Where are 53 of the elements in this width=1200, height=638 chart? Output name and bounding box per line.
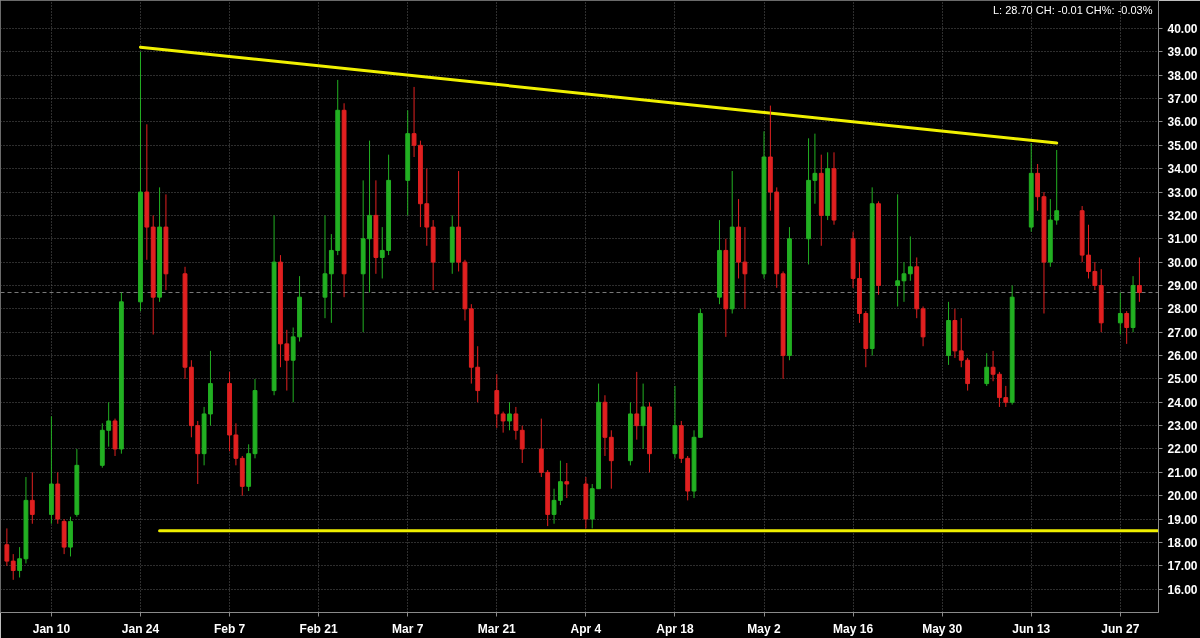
y-tick-label: 22.00 (1167, 442, 1198, 457)
candlestick (984, 352, 990, 387)
x-tick-label: Jan 24 (121, 621, 160, 636)
y-tick-label: 26.00 (1167, 349, 1198, 364)
x-tick-label: Jan 10 (32, 621, 71, 636)
y-tick-label: 28.00 (1167, 302, 1198, 317)
candlestick (907, 235, 913, 282)
y-tick-label: 18.00 (1167, 535, 1198, 550)
y-tick-label: 16.00 (1167, 582, 1198, 597)
candlestick (1124, 310, 1130, 345)
candlestick (322, 214, 328, 319)
candlestick (284, 329, 290, 392)
y-tick-label: 38.00 (1167, 68, 1198, 83)
y-tick-label: 25.00 (1167, 372, 1198, 387)
annotation: L: 28.70 CH: -0.01 CH%: -0.03% (992, 3, 1153, 16)
x-tick-label: Mar 21 (477, 621, 517, 636)
y-tick-label: 30.00 (1167, 255, 1198, 270)
y-tick-label: 29.00 (1167, 278, 1198, 293)
x-tick-label: Jun 13 (1012, 621, 1051, 636)
candlestick (1117, 291, 1123, 336)
candlestick (1137, 256, 1142, 303)
y-tick-label: 31.00 (1167, 232, 1198, 247)
candlestick (990, 350, 996, 382)
y-tick-label: 17.00 (1167, 559, 1198, 574)
y-tick-label: 21.00 (1167, 465, 1198, 480)
y-tick-label: 27.00 (1167, 325, 1198, 340)
x-tick-label: Feb 7 (213, 621, 246, 636)
candlestick (1035, 163, 1041, 212)
x-tick-label: Jun 27 (1101, 621, 1140, 636)
y-tick-label: 20.00 (1167, 489, 1198, 504)
y-tick-label: 36.00 (1167, 115, 1198, 130)
y-tick-label: 23.00 (1167, 419, 1198, 434)
y-tick-label: 34.00 (1167, 162, 1198, 177)
y-tick-label: 24.00 (1167, 395, 1198, 410)
x-tick-label: Apr 18 (656, 621, 694, 636)
candlestick (29, 471, 35, 525)
x-tick-label: Apr 4 (570, 621, 602, 636)
candlestick (10, 553, 16, 581)
candlestick (1054, 149, 1060, 226)
x-tick-label: May 30 (922, 621, 963, 636)
candlestick (290, 327, 296, 403)
y-tick-label: 40.00 (1167, 22, 1198, 37)
x-tick-label: Feb 21 (299, 621, 338, 636)
y-tick-label: 37.00 (1167, 92, 1198, 107)
y-tick-label: 39.00 (1167, 45, 1198, 60)
y-tick-label: 33.00 (1167, 185, 1198, 200)
x-tick-label: Mar 7 (392, 621, 424, 636)
x-tick-label: May 16 (833, 621, 874, 636)
y-tick-label: 32.00 (1167, 208, 1198, 223)
y-tick-label: 35.00 (1167, 138, 1198, 153)
x-tick-label: May 2 (747, 621, 782, 636)
candlestick (4, 527, 10, 567)
y-tick-label: 19.00 (1167, 512, 1198, 527)
